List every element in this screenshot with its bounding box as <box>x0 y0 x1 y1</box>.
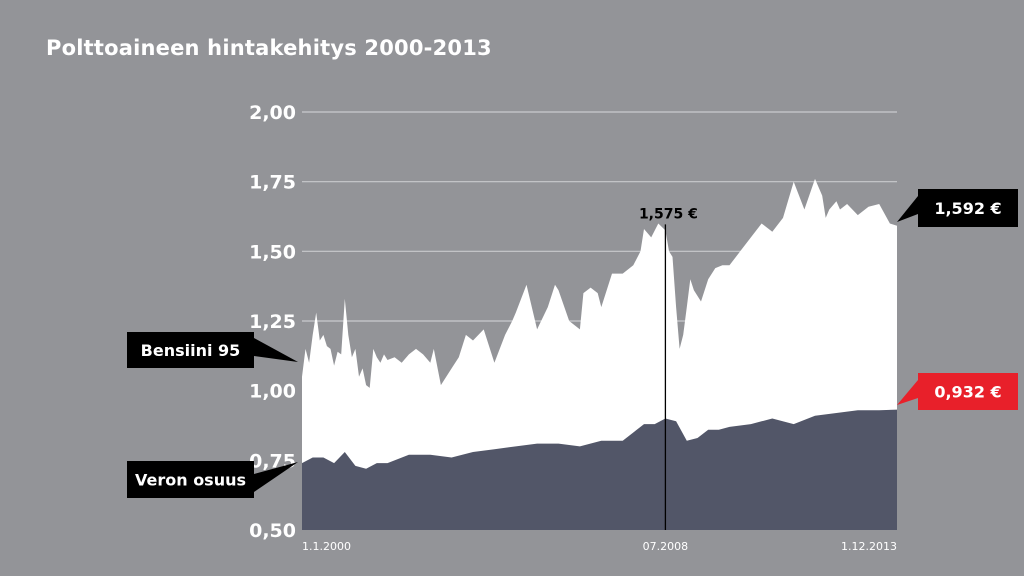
end-price-callout-label: 1,592 € <box>934 199 1001 218</box>
vero-callout-box <box>127 461 254 498</box>
x-axis-ticks: 1.1.2000 07.2008 1.12.2013 <box>302 540 897 553</box>
markers: 1,575 € <box>639 206 698 530</box>
x-tick-label: 1.1.2000 <box>302 540 351 553</box>
end-price-callout-box <box>918 189 1018 227</box>
y-tick-label: 1,75 <box>249 172 296 194</box>
x-tick-label: 1.12.2013 <box>841 540 897 553</box>
vero-area <box>302 409 897 530</box>
areas <box>302 178 897 530</box>
y-tick-label: 0,50 <box>249 520 296 542</box>
y-tick-label: 1,25 <box>249 311 296 333</box>
end-tax-callout-label: 0,932 € <box>934 383 1001 402</box>
x-tick-label: 07.2008 <box>643 540 689 553</box>
y-tick-label: 1,50 <box>249 241 296 263</box>
end-tax-callout-pointer <box>897 380 918 405</box>
end-price-callout-pointer <box>897 196 918 222</box>
vero-callout-pointer <box>254 462 298 492</box>
bensiini-callout-box <box>127 332 254 368</box>
chart-title: Polttoaineen hintakehitys 2000-2013 <box>46 36 492 60</box>
y-axis-ticks: 0,500,751,001,251,501,752,00 <box>249 102 296 542</box>
bensiini-callout-pointer <box>254 338 298 362</box>
bensiini-callout-label: Bensiini 95 <box>141 341 241 360</box>
callouts: Bensiini 95 Veron osuus 1,592 € 0,932 € <box>127 189 1018 498</box>
y-tick-label: 1,00 <box>249 381 296 403</box>
y-tick-label: 2,00 <box>249 102 296 124</box>
peak-marker-label: 1,575 € <box>639 206 698 222</box>
end-tax-callout-box <box>918 373 1018 410</box>
vero-callout-label: Veron osuus <box>135 471 246 490</box>
